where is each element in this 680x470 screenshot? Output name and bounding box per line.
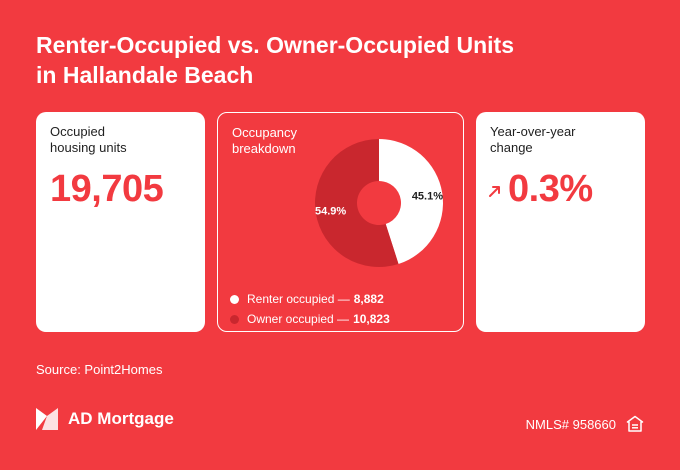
yoy-change-row: 0.3%	[488, 168, 593, 211]
page-title: Renter-Occupied vs. Owner-Occupied Units…	[36, 30, 636, 90]
legend-value-renter: 8,882	[353, 292, 384, 306]
legend-item-owner: Owner occupied — 10,823	[230, 310, 390, 328]
donut-label-owner: 54.9%	[315, 206, 346, 218]
arrow-up-right-icon	[489, 185, 500, 197]
donut-label-renter: 45.1%	[412, 190, 443, 202]
title-line-1: Renter-Occupied vs. Owner-Occupied Units	[36, 32, 514, 58]
equal-housing-icon	[626, 415, 644, 432]
nmls-number: NMLS# 958660	[525, 417, 616, 432]
yoy-change-card: Year-over-year change 0.3%	[476, 112, 645, 332]
legend-dot-renter	[230, 294, 239, 304]
occupied-units-value: 19,705	[50, 168, 164, 210]
yoy-change-label: Year-over-year change	[490, 124, 576, 155]
occupancy-breakdown-label: Occupancy breakdown	[232, 125, 298, 156]
legend-dash-renter: —	[334, 292, 350, 306]
brand: AD Mortgage	[36, 408, 174, 430]
legend-label-owner: Owner occupied	[247, 312, 334, 326]
legend-label-renter: Renter occupied	[247, 292, 335, 306]
occupied-units-label: Occupied housing units	[50, 124, 127, 155]
brand-name: AD Mortgage	[68, 409, 174, 428]
donut-slice-owner	[315, 139, 399, 267]
legend-dot-owner	[230, 314, 239, 324]
legend-dash-owner: —	[333, 312, 350, 326]
legend-value-owner: 10,823	[353, 312, 390, 326]
occupied-units-card: Occupied housing units 19,705	[36, 112, 205, 332]
donut-slice-renter	[379, 139, 444, 264]
yoy-change-value: 0.3%	[508, 168, 593, 210]
title-line-2: in Hallandale Beach	[36, 62, 254, 88]
donut-chart: 45.1% 54.9%	[315, 139, 444, 267]
legend-item-renter: Renter occupied — 8,882	[230, 290, 390, 308]
chart-legend: Renter occupied — 8,882 Owner occupied —…	[230, 290, 390, 330]
ad-mortgage-logo-icon	[36, 408, 58, 430]
occupancy-breakdown-card: 45.1% 54.9% Occupancy breakdown Renter oc…	[217, 112, 464, 332]
source-note: Source: Point2Homes	[36, 362, 163, 377]
